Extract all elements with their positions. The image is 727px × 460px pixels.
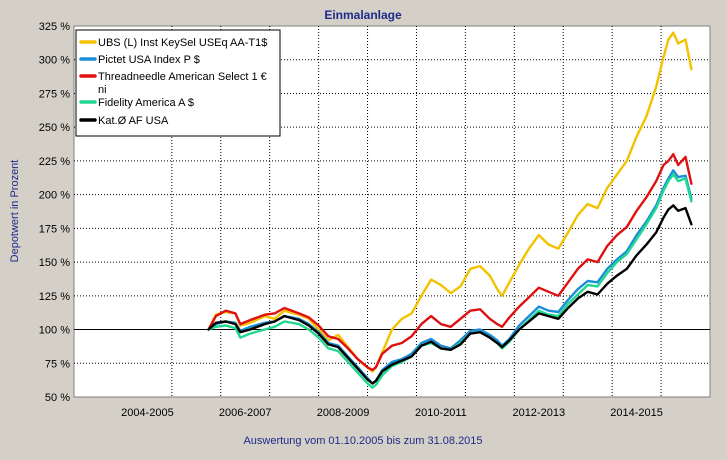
y-tick-label: 225 % — [39, 156, 70, 168]
y-tick-label: 150 % — [39, 257, 70, 269]
y-tick-label: 50 % — [45, 392, 70, 404]
axis-layer: 50 % 75 % 100 % 125 % 150 % 175 % 200 % 225 % 25… — [39, 21, 663, 419]
legend-label: ni — [98, 84, 107, 96]
chart-title: Einmalanlage — [324, 8, 402, 22]
legend-label: Threadneedle American Select 1 € — [98, 71, 267, 83]
chart-subtitle: Auswertung vom 01.10.2005 bis zum 31.08.… — [243, 435, 482, 447]
y-tick-label: 100 % — [39, 325, 70, 337]
y-tick-label: 200 % — [39, 190, 70, 202]
x-tick-label: 2012-2013 — [512, 407, 565, 419]
series-layer — [207, 31, 693, 389]
x-tick-label: 2014-2015 — [610, 407, 663, 419]
series-line — [207, 31, 693, 373]
y-tick-label: 300 % — [39, 55, 70, 67]
y-tick-label: 175 % — [39, 223, 70, 235]
y-tick-label: 275 % — [39, 88, 70, 100]
legend-label: Fidelity America A $ — [98, 97, 194, 109]
legend-label: UBS (L) Inst KeySel USEq AA-T1$ — [98, 37, 267, 49]
y-tick-label: 125 % — [39, 291, 70, 303]
x-tick-label: 2004-2005 — [121, 407, 174, 419]
legend: UBS (L) Inst KeySel USEq AA-T1$ Pictet US… — [75, 29, 281, 137]
x-tick-label: 2008-2009 — [317, 407, 370, 419]
series-line — [207, 204, 693, 385]
y-tick-label: 75 % — [45, 358, 70, 370]
series-line — [207, 152, 693, 372]
series-line — [207, 169, 693, 385]
legend-box — [75, 29, 281, 137]
x-tick-label: 2006-2007 — [219, 407, 272, 419]
x-tick-label: 2010-2011 — [415, 407, 467, 419]
y-axis-label: Depotwert in Prozent — [9, 160, 21, 263]
y-tick-label: 250 % — [39, 122, 70, 134]
y-tick-label: 325 % — [39, 21, 70, 33]
legend-label: Kat.Ø AF USA — [98, 115, 169, 127]
legend-label: Pictet USA Index P $ — [98, 54, 200, 66]
